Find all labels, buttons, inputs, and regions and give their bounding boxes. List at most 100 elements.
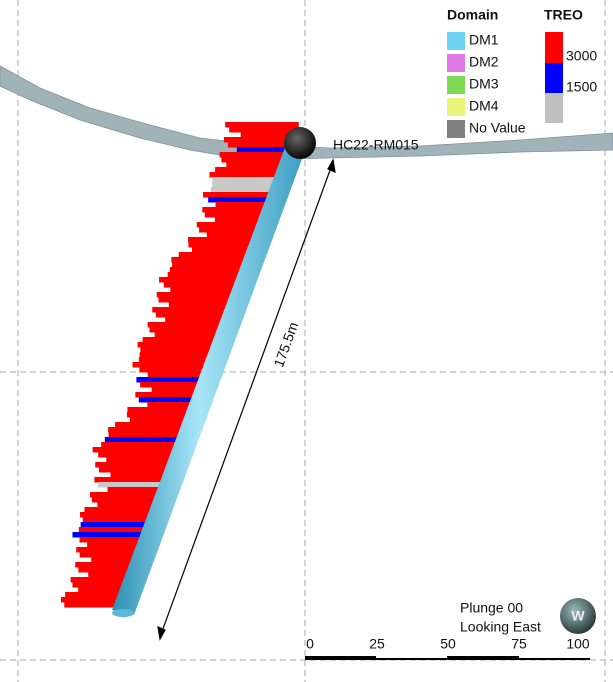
assay-bar [199, 227, 260, 233]
assay-bar [60, 597, 121, 603]
assay-bar [97, 502, 157, 508]
assay-bar [140, 382, 202, 388]
assay-bar [159, 277, 241, 283]
scale-label: 50 [440, 636, 456, 652]
assay-bar [158, 297, 234, 303]
assay-bar [236, 147, 290, 153]
assay-bar [126, 412, 191, 418]
assay-bar [89, 492, 161, 498]
assay-bar [170, 287, 237, 293]
compass-label: W [571, 608, 585, 624]
assay-bar [129, 417, 189, 423]
domain-label: DM4 [469, 98, 499, 114]
assay-bar [206, 232, 258, 238]
assay-bar [188, 242, 254, 248]
assay-bar [202, 192, 273, 198]
hole-name: HC22-RM015 [333, 137, 419, 153]
terrain-surface [0, 65, 613, 161]
assay-bar [188, 237, 256, 243]
assay-bar [219, 152, 288, 158]
domain-label: No Value [469, 120, 526, 136]
assay-bar [65, 592, 123, 598]
assay-bar [168, 302, 232, 308]
domain-swatch [447, 32, 465, 50]
assay-bar [147, 402, 194, 408]
assay-bar [79, 552, 138, 558]
domain-label: DM1 [469, 32, 499, 48]
domain-title: Domain [447, 7, 498, 23]
assay-bar [78, 587, 125, 593]
assay-bar [72, 532, 146, 538]
looking: Looking East [460, 619, 541, 635]
assay-bar [91, 497, 159, 503]
collar [284, 127, 316, 159]
treo-label: 1500 [566, 79, 597, 95]
assay-bar [76, 547, 140, 553]
treo-swatch [545, 32, 563, 63]
assay-bar [139, 367, 207, 373]
domain-swatch [447, 98, 465, 116]
assay-bar [204, 212, 266, 218]
domain-label: DM2 [469, 54, 499, 70]
assay-bar [212, 182, 277, 188]
assay-bar [88, 572, 131, 578]
assay-bar [136, 377, 204, 383]
assay-bar [196, 222, 262, 228]
scale-label: 25 [369, 636, 385, 652]
domain-swatch [447, 76, 465, 94]
scale-label: 100 [566, 636, 590, 652]
assay-bars [60, 122, 299, 608]
assay-bar [214, 217, 264, 223]
assay-bar [106, 457, 174, 463]
assay-bar [221, 157, 286, 163]
assay-bar [80, 522, 149, 528]
assay-bar [79, 537, 144, 543]
plunge: Plunge 00 [460, 600, 523, 616]
assay-bar [91, 557, 136, 563]
assay-bar [152, 307, 230, 313]
assay-bar [108, 432, 183, 438]
assay-bar [110, 472, 168, 478]
assay-bar [226, 162, 284, 168]
assay-bar [108, 427, 185, 433]
assay-bar [156, 292, 236, 298]
assay-bar [240, 132, 295, 138]
compass [560, 598, 596, 634]
assay-bar [64, 602, 119, 608]
assay-bar [97, 482, 164, 488]
assay-bar [138, 357, 211, 363]
assay-bar [140, 347, 215, 353]
assay-bar [115, 422, 187, 428]
assay-bar [225, 122, 299, 128]
assay-bar [151, 387, 200, 393]
drill-hole [112, 142, 306, 615]
scale-labels: 0 25 50 75 100 [306, 636, 590, 652]
assay-bar [149, 327, 222, 333]
assay-bar [167, 272, 243, 278]
assay-bar [211, 187, 275, 193]
assay-bar [208, 197, 271, 203]
assay-bar [92, 447, 178, 453]
assay-bar [139, 352, 213, 358]
assay-bar [212, 177, 279, 183]
assay-bar [94, 477, 166, 483]
assay-bar [172, 262, 247, 268]
treo-swatch [545, 63, 563, 93]
assay-bar [137, 342, 217, 348]
assay-bar [154, 332, 221, 338]
assay-bar [215, 202, 269, 208]
assay-bar [169, 267, 245, 273]
assay-bar [78, 527, 148, 533]
length-arrow [157, 158, 336, 641]
scale-bar [305, 656, 590, 660]
length-label: 175.5m [270, 320, 301, 369]
assay-bar [80, 512, 153, 518]
assay-bar [82, 517, 151, 523]
assay-bar [209, 172, 281, 178]
assay-bar [127, 407, 193, 413]
assay-bar [78, 567, 133, 573]
assay-bar [147, 322, 224, 328]
assay-bar [142, 337, 219, 343]
assay-bar [135, 392, 198, 398]
